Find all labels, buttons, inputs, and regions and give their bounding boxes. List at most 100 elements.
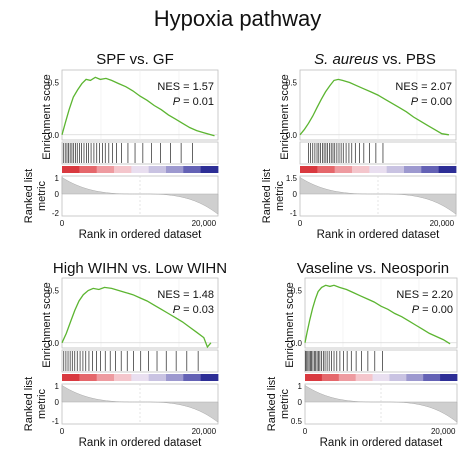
metric-axis-label: Ranked list: [261, 169, 273, 223]
rank-color-band-segment: [440, 374, 458, 381]
ranked-metric-area: [299, 176, 457, 215]
es-axis-label: Enrichment score: [284, 282, 296, 368]
rank-color-band-segment: [372, 374, 390, 381]
es-tick-label: 0.0: [48, 131, 60, 140]
metric-tick-label: 0: [55, 190, 60, 199]
panel-title-text: Vaseline vs. Neosporin: [297, 260, 449, 277]
metric-axis-label: Ranked list: [266, 377, 278, 431]
rank-color-band-segment: [338, 374, 357, 381]
p-symbol: P: [173, 304, 181, 316]
rank-color-band-segment: [421, 166, 440, 173]
metric-tick-label: 1: [298, 382, 303, 391]
es-tick-label: 0.0: [48, 339, 60, 348]
rank-color-band-segment: [183, 166, 202, 173]
x-tick-label: 0: [60, 427, 65, 436]
hit-strip-frame: [299, 141, 457, 165]
rank-color-band-segment: [96, 374, 115, 381]
es-axis-label: Enrichment score: [279, 74, 291, 160]
metric-axis-label: metric: [279, 389, 291, 419]
figure-title: Hypoxia pathway: [153, 6, 322, 31]
metric-axis-label: metric: [274, 181, 286, 211]
es-tick-label: 0.0: [291, 339, 303, 348]
rank-color-band-segment: [404, 166, 422, 173]
metric-tick-label: -2: [52, 209, 60, 218]
rank-color-band-segment: [200, 374, 219, 381]
panel-title-text: High WIHN vs. Low WIHN: [53, 260, 227, 277]
panel-title: S. aureus vs. PBS: [314, 51, 436, 68]
rank-color-band-segment: [200, 166, 219, 173]
metric-tick-label: 0: [298, 398, 303, 407]
es-tick-label: 0.5: [286, 79, 298, 88]
metric-tick-label: 0: [55, 398, 60, 407]
rank-color-band-segment: [79, 374, 98, 381]
metric-tick-label: 1: [55, 174, 60, 183]
ranked-metric-area: [61, 176, 219, 215]
metric-axis-label: Ranked list: [23, 377, 35, 431]
hit-strip-frame: [61, 349, 219, 373]
es-tick-label: 0.5: [48, 79, 60, 88]
p-value-label: P = 0.03: [173, 304, 214, 316]
rank-color-band-segment: [352, 166, 370, 173]
p-value-label: P = 0.01: [173, 96, 214, 108]
x-tick-label: 0: [60, 219, 65, 228]
enrichment-score-line: [304, 284, 451, 345]
rank-color-band-segment: [305, 374, 323, 381]
p-value-label: P = 0.00: [412, 304, 453, 316]
rank-color-band-segment: [406, 374, 424, 381]
nes-label: NES = 2.20: [396, 289, 453, 301]
metric-axis-label: metric: [36, 389, 48, 419]
p-symbol: P: [412, 304, 420, 316]
rank-color-band-segment: [114, 166, 132, 173]
rank-color-band-segment: [131, 166, 150, 173]
hit-strip-frame: [304, 349, 458, 373]
hit-strip-frame: [61, 141, 219, 165]
x-tick-label: 20,000: [431, 427, 456, 436]
rank-color-band-segment: [355, 374, 373, 381]
nes-label: NES = 1.48: [157, 289, 214, 301]
panel-title-text: vs. PBS: [378, 51, 436, 68]
rank-color-band-segment: [96, 166, 115, 173]
x-tick-label: 20,000: [430, 219, 455, 228]
metric-tick-label: 0: [293, 190, 298, 199]
nes-label: NES = 1.57: [157, 81, 214, 93]
rank-color-band-segment: [386, 166, 405, 173]
p-value-label: P = 0.00: [411, 96, 452, 108]
x-tick-label: 0: [303, 427, 308, 436]
ranked-metric-area: [61, 384, 219, 423]
enrichment-score-line: [299, 78, 449, 136]
rank-color-band-segment: [114, 374, 132, 381]
es-tick-label: 0.0: [286, 131, 298, 140]
p-value: = 0.00: [418, 96, 452, 108]
metric-tick-label: -1: [290, 209, 298, 218]
rank-color-band-segment: [62, 166, 80, 173]
rank-color-band-segment: [334, 166, 353, 173]
rank-color-band-segment: [148, 374, 167, 381]
p-symbol: P: [411, 96, 419, 108]
metric-tick-label: 0.5: [291, 417, 303, 426]
x-axis-label: Rank in ordered dataset: [79, 437, 203, 449]
p-value: = 0.00: [419, 304, 453, 316]
p-value: = 0.03: [180, 304, 214, 316]
p-value: = 0.01: [180, 96, 214, 108]
rank-color-band-segment: [438, 166, 457, 173]
rank-color-band-segment: [317, 166, 336, 173]
rank-color-band-segment: [423, 374, 441, 381]
x-tick-label: 0: [298, 219, 303, 228]
p-symbol: P: [173, 96, 181, 108]
x-tick-label: 20,000: [192, 219, 217, 228]
nes-label: NES = 2.07: [395, 81, 452, 93]
es-axis-label: Enrichment score: [41, 282, 53, 368]
rank-color-band-segment: [166, 166, 184, 173]
enrichment-score-line: [61, 76, 215, 137]
x-axis-label: Rank in ordered dataset: [79, 229, 203, 241]
metric-axis-label: metric: [36, 181, 48, 211]
es-tick-label: 0.5: [48, 287, 60, 296]
panel-title: High WIHN vs. Low WIHN: [53, 260, 227, 277]
x-tick-label: 20,000: [192, 427, 217, 436]
metric-tick-label: -1: [52, 417, 60, 426]
x-axis-label: Rank in ordered dataset: [320, 437, 444, 449]
